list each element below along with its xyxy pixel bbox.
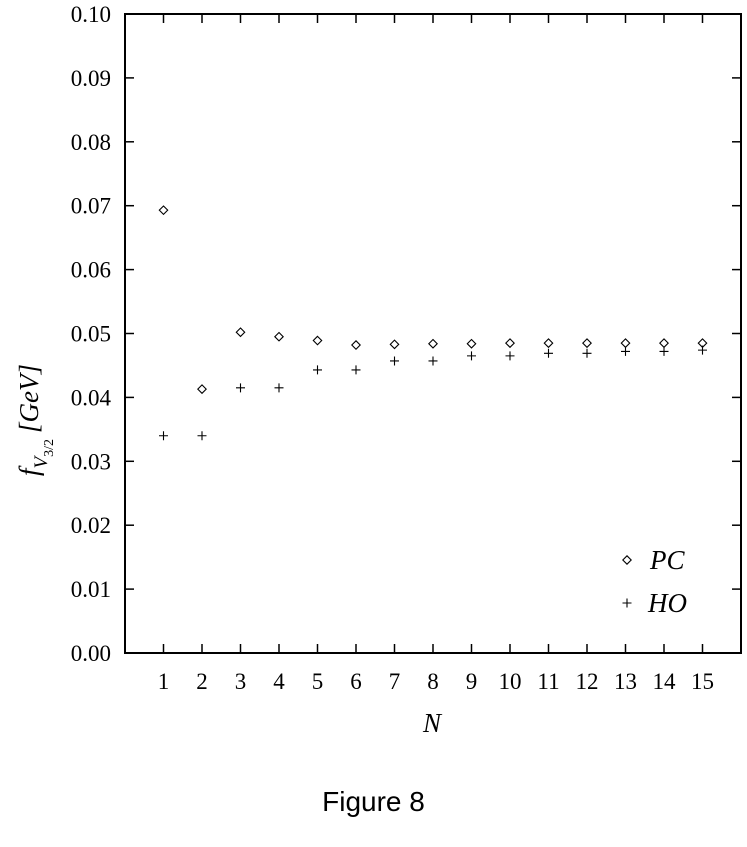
legend-label-ho: HO bbox=[647, 588, 687, 618]
y-tick-label: 0.08 bbox=[71, 130, 111, 155]
y-axis-label-subsub: 3/2 bbox=[42, 439, 57, 457]
ho-data-point bbox=[313, 365, 322, 375]
pc-data-point bbox=[312, 335, 323, 346]
ticks: 0.00 0.01 0.02 0.03 0.04 0.05 0.06 0.07 0.08 0.09… bbox=[71, 2, 741, 694]
legend-item-ho: HO bbox=[622, 588, 687, 618]
ho-data-point bbox=[659, 346, 669, 356]
y-tick-label: 0.01 bbox=[71, 577, 111, 602]
ho-data-point bbox=[197, 431, 207, 441]
y-axis-label-sub: V bbox=[31, 454, 52, 468]
y-tick-label: 0.03 bbox=[71, 449, 111, 474]
x-tick-label: 9 bbox=[466, 669, 478, 694]
ho-data-point bbox=[274, 383, 284, 393]
legend-label-pc: PC bbox=[649, 545, 685, 575]
y-tick-label: 0.02 bbox=[71, 513, 111, 538]
pc-data-point bbox=[543, 338, 554, 349]
x-tick-label: 8 bbox=[427, 669, 439, 694]
figure-caption: Figure 8 bbox=[322, 786, 425, 817]
legend-plus-icon bbox=[622, 598, 632, 608]
pc-data-point bbox=[466, 338, 477, 349]
y-axis-label-unit: [GeV] bbox=[14, 364, 44, 433]
pc-data-point bbox=[158, 205, 169, 216]
x-tick-label: 7 bbox=[389, 669, 401, 694]
ho-data-point bbox=[698, 345, 707, 355]
x-tick-label: 11 bbox=[537, 669, 559, 694]
legend: PC HO bbox=[622, 545, 687, 618]
ho-data-point bbox=[505, 351, 515, 361]
legend-item-pc: PC bbox=[622, 545, 685, 575]
x-tick-label: 10 bbox=[499, 669, 522, 694]
x-tick-label: 3 bbox=[235, 669, 247, 694]
pc-data-point bbox=[274, 331, 284, 342]
pc-data-point bbox=[582, 338, 592, 349]
x-tick-label: 4 bbox=[273, 669, 285, 694]
y-tick-label: 0.09 bbox=[71, 66, 111, 91]
ho-data-point bbox=[467, 351, 476, 361]
ho-data-point bbox=[236, 383, 245, 393]
y-tick-label: 0.05 bbox=[71, 322, 111, 347]
svg-text:fV3/2[GeV]: fV3/2 [GeV] bbox=[14, 364, 57, 476]
x-tick-label: 14 bbox=[653, 669, 677, 694]
pc-data-point bbox=[428, 338, 438, 349]
y-tick-label: 0.06 bbox=[71, 258, 111, 283]
x-tick-label: 2 bbox=[196, 669, 208, 694]
y-axis-label: fV3/2 [GeV] bbox=[14, 364, 57, 476]
x-tick-label: 15 bbox=[691, 669, 714, 694]
legend-diamond-marker bbox=[622, 555, 632, 565]
x-tick-label: 13 bbox=[614, 669, 637, 694]
plot-frame bbox=[124, 13, 742, 654]
y-tick-label: 0.07 bbox=[71, 194, 111, 219]
ho-data-point bbox=[428, 356, 438, 366]
x-tick-label: 6 bbox=[350, 669, 362, 694]
ho-data-point bbox=[351, 365, 361, 375]
ho-data-point bbox=[544, 348, 553, 358]
legend-plus-marker bbox=[622, 598, 632, 608]
pc-data-point bbox=[389, 339, 400, 350]
ho-data-point bbox=[159, 431, 168, 441]
x-tick-label: 5 bbox=[312, 669, 324, 694]
scatter-chart: 0.00 0.01 0.02 0.03 0.04 0.05 0.06 0.07 0.08 0.09… bbox=[14, 2, 742, 738]
pc-data-point bbox=[505, 338, 515, 349]
pc-data-point bbox=[197, 384, 207, 395]
pc-data-point bbox=[235, 327, 246, 338]
x-tick-label: 1 bbox=[158, 669, 170, 694]
axes bbox=[124, 13, 742, 654]
ho-data-point bbox=[621, 346, 630, 356]
y-tick-label: 0.04 bbox=[71, 385, 112, 410]
ho-data-point bbox=[582, 348, 592, 358]
y-tick-label: 0.00 bbox=[71, 641, 111, 666]
pc-data-point bbox=[351, 340, 361, 350]
legend-diamond-icon bbox=[622, 555, 632, 565]
pc-data-point bbox=[620, 338, 631, 349]
ho-data-point bbox=[390, 356, 399, 366]
x-tick-label: 12 bbox=[576, 669, 599, 694]
x-axis-label: N bbox=[422, 708, 443, 738]
y-axis-label-main: f bbox=[14, 465, 44, 476]
y-tick-label: 0.10 bbox=[71, 2, 111, 27]
data-points bbox=[158, 205, 708, 441]
pc-data-point bbox=[659, 338, 669, 349]
